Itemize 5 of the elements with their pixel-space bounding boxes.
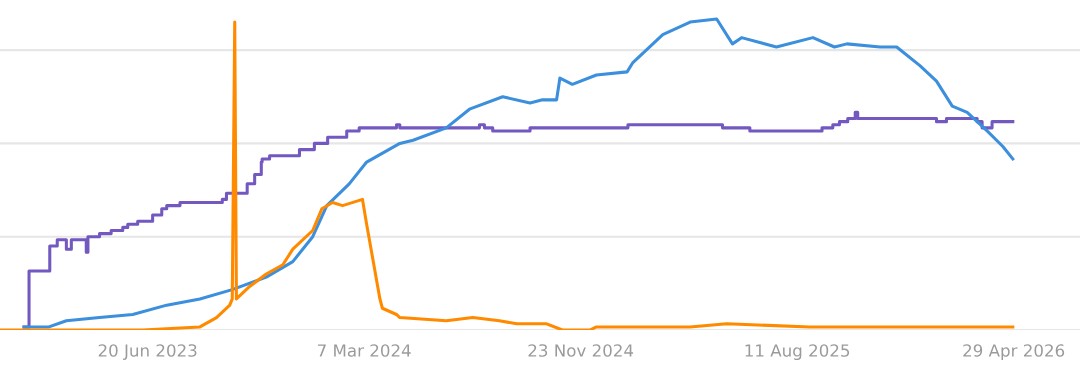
- x-tick-label: 29 Apr 2026: [963, 344, 1065, 361]
- x-tick-label: 11 Aug 2025: [745, 344, 850, 361]
- x-tick-label: 7 Mar 2024: [317, 344, 411, 357]
- x-tick-label: 23 Nov 2024: [528, 344, 634, 357]
- x-tick-label: 20 Jun 2023: [98, 344, 197, 360]
